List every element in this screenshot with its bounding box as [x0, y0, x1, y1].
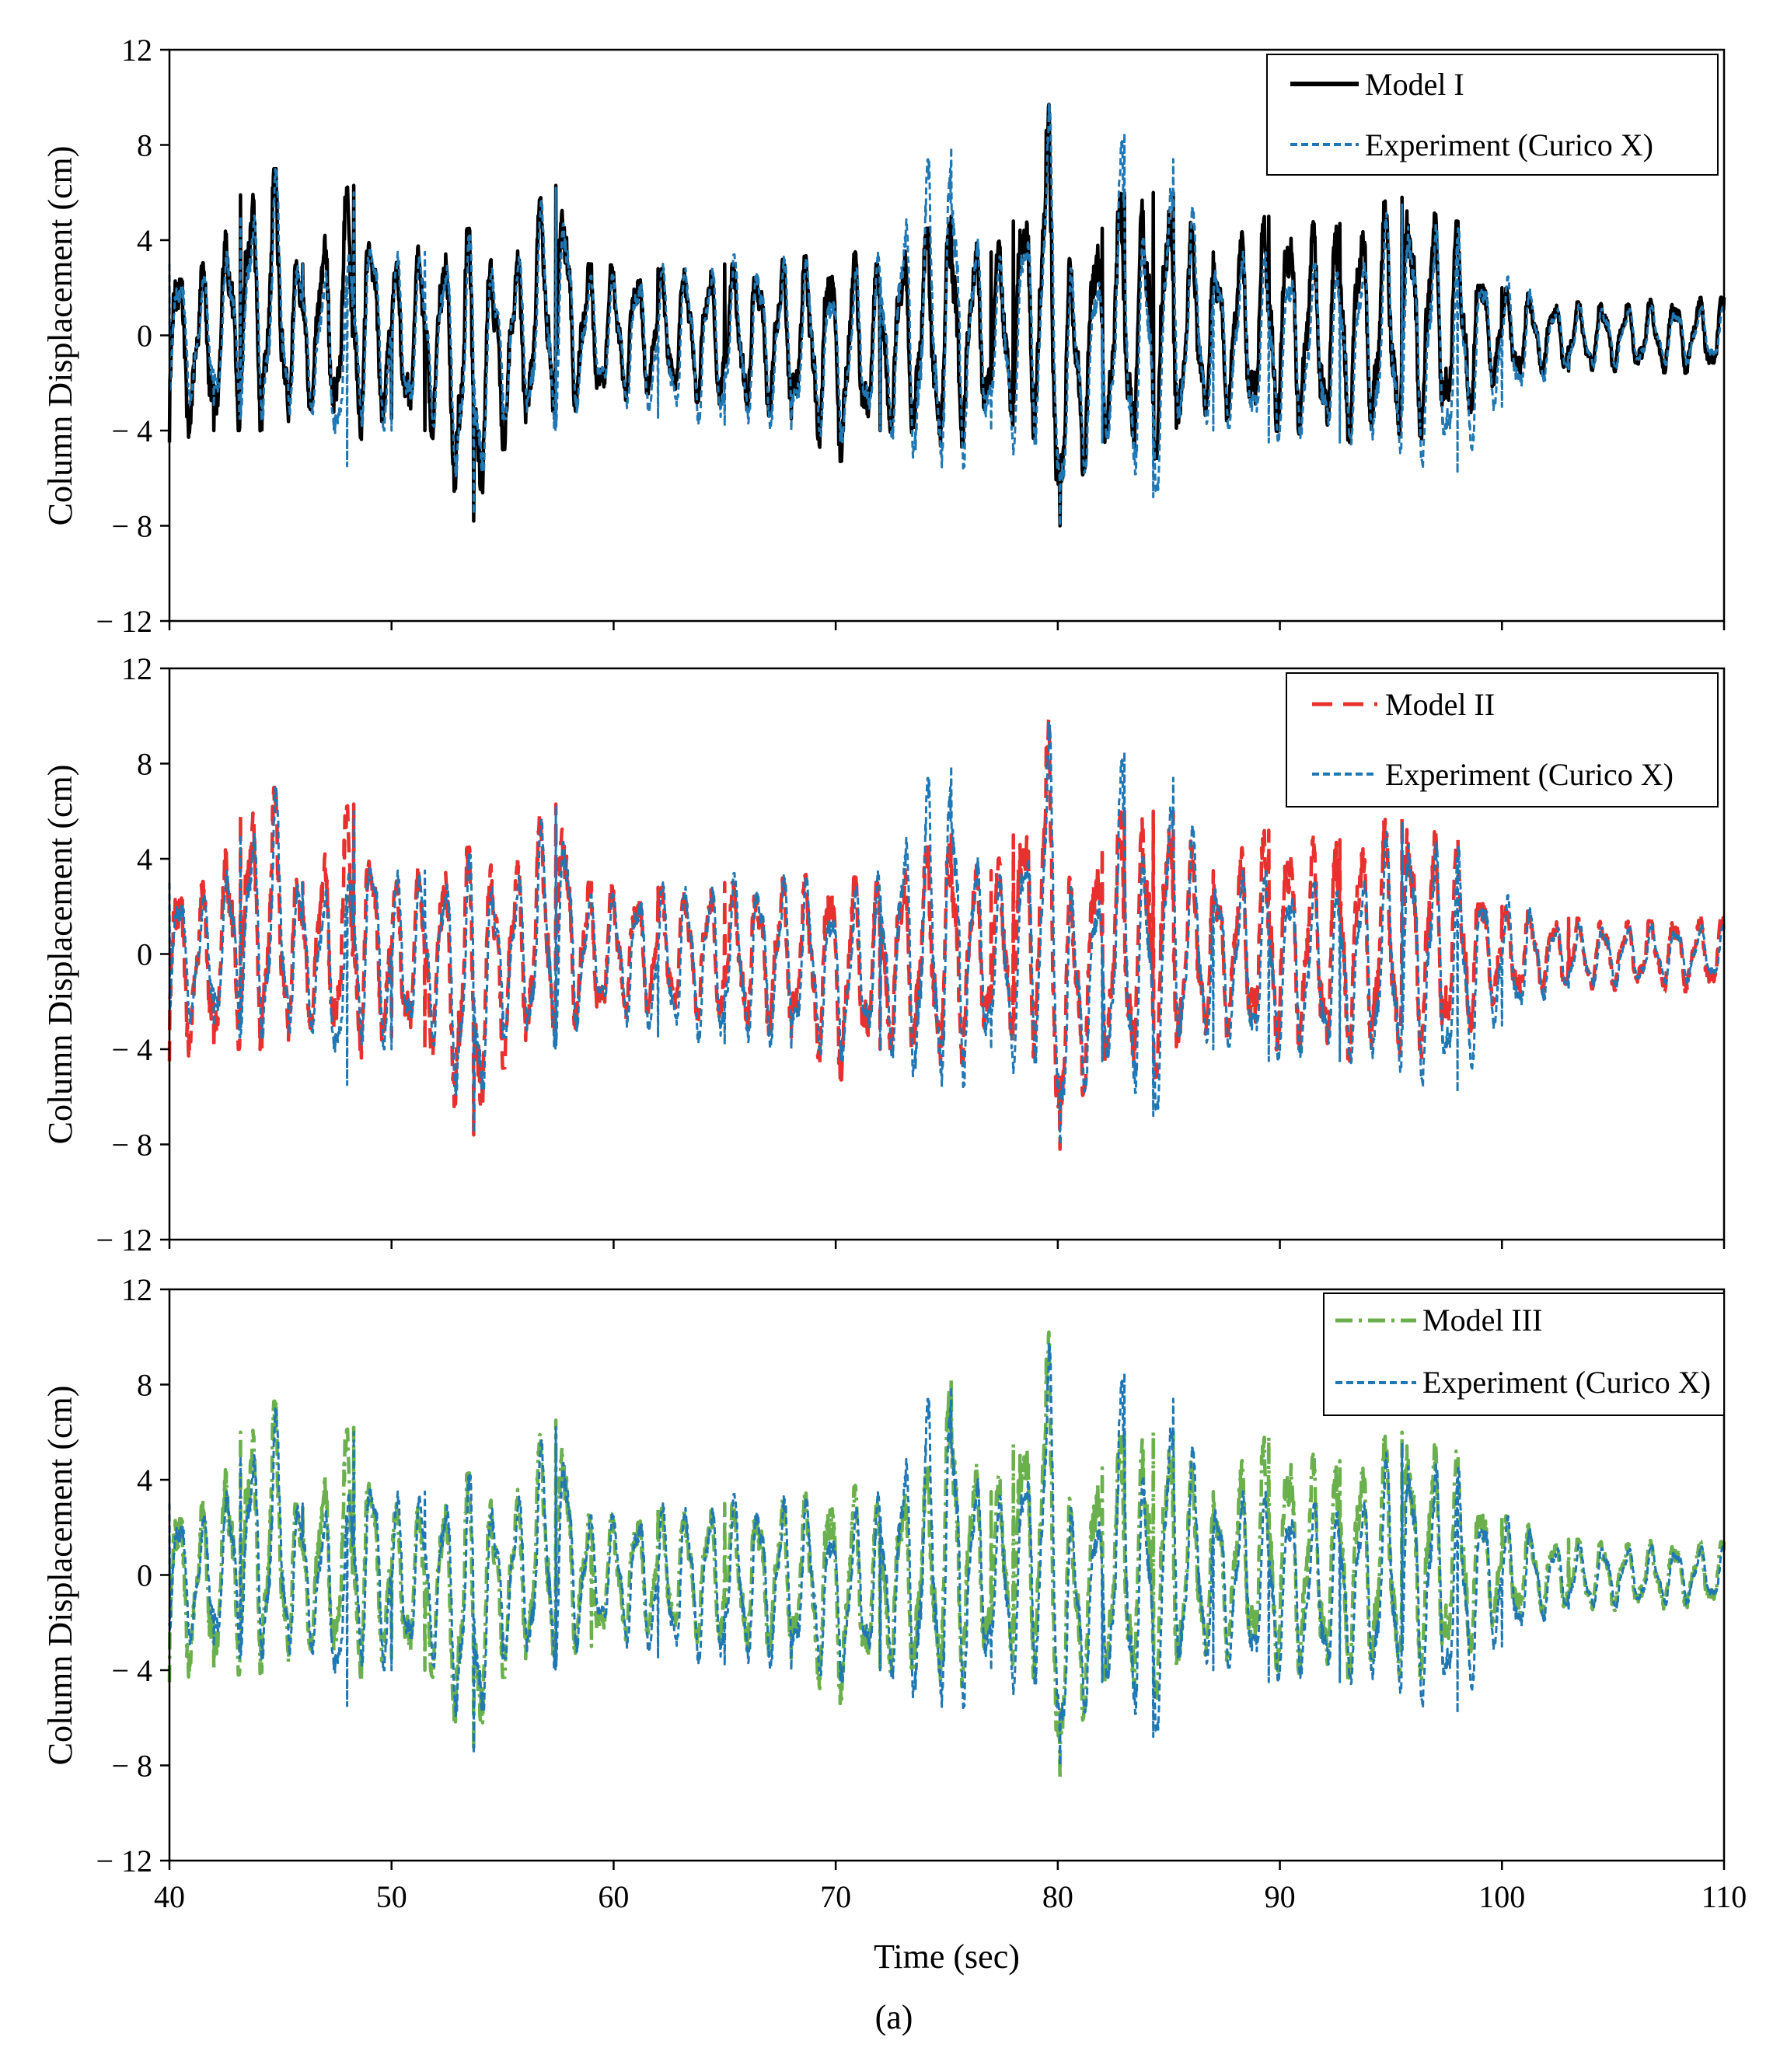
- legend-box: [1266, 54, 1719, 176]
- panel-1-y-axis-title: Column Displacement (cm): [41, 146, 79, 526]
- legend-label-model-2: Model II: [1385, 687, 1495, 722]
- x-tick-label: 90: [1265, 1879, 1296, 1914]
- legend-label-experiment: Experiment (Curico X): [1365, 127, 1653, 162]
- x-tick-label: 40: [154, 1879, 185, 1914]
- y-tick-label: 12: [121, 651, 152, 686]
- panel-2-axes: 12 8 4 0 − 4 − 8 − 12: [96, 651, 1726, 1258]
- y-tick-label: − 4: [111, 413, 152, 448]
- x-tick-label: 100: [1478, 1879, 1525, 1914]
- panel-2-y-axis-title: Column Displacement (cm): [41, 765, 79, 1145]
- series-line-experiment: [168, 721, 1726, 1146]
- series-line-experiment: [168, 1342, 1726, 1767]
- legend-label-experiment: Experiment (Curico X): [1422, 1365, 1711, 1400]
- panel-model-1: 12 8 4 0 − 4 − 8 − 12 Column Displacement (cm)…: [41, 33, 1726, 639]
- y-tick-label: 8: [137, 1368, 152, 1403]
- series-line-model: [167, 1330, 1726, 1782]
- series-line-experiment: [168, 103, 1726, 527]
- x-tick-label: 80: [1042, 1879, 1073, 1914]
- legend-label-model-3: Model III: [1422, 1303, 1542, 1338]
- y-tick-label: − 4: [111, 1032, 152, 1067]
- y-tick-label: − 8: [111, 1128, 152, 1163]
- y-tick-label: 4: [137, 1463, 152, 1498]
- x-axis-title: Time (sec): [874, 1938, 1020, 1976]
- panel-3-y-axis-title: Column Displacement (cm): [41, 1386, 79, 1766]
- y-tick-label: 12: [121, 1272, 152, 1307]
- y-tick-label: 8: [137, 747, 152, 782]
- panel-1-legend: Model I Experiment (Curico X): [1266, 54, 1719, 176]
- legend-box: [1323, 1292, 1725, 1416]
- legend-box: [1286, 672, 1719, 808]
- panel-1-lines: [167, 103, 1726, 528]
- y-tick-label: 4: [137, 842, 152, 877]
- figure-caption: (a): [875, 1998, 913, 2036]
- legend-label-model-1: Model I: [1365, 67, 1464, 102]
- y-tick-label: − 4: [111, 1653, 152, 1688]
- panel-2-lines: [167, 717, 1726, 1151]
- y-tick-label: − 12: [96, 1844, 152, 1878]
- panel-1-axes: 12 8 4 0 − 4 − 8 − 12: [96, 33, 1726, 639]
- panel-2-legend: Model II Experiment (Curico X): [1286, 672, 1719, 808]
- y-tick-label: 4: [137, 223, 152, 258]
- x-tick-label: 110: [1701, 1879, 1747, 1914]
- y-tick-label: − 8: [111, 509, 152, 544]
- x-tick-label: 60: [598, 1879, 629, 1914]
- y-tick-label: 0: [137, 937, 152, 972]
- panel-3-lines: [167, 1330, 1726, 1782]
- y-tick-label: 0: [137, 1558, 152, 1593]
- x-tick-label: 70: [820, 1879, 851, 1914]
- y-tick-label: − 8: [111, 1749, 152, 1784]
- y-tick-label: − 12: [96, 1223, 152, 1258]
- y-tick-label: 0: [137, 319, 152, 354]
- y-tick-label: 12: [121, 33, 152, 68]
- legend-label-experiment: Experiment (Curico X): [1385, 757, 1674, 792]
- panel-model-2: 12 8 4 0 − 4 − 8 − 12 Column Displacement (cm)…: [41, 651, 1726, 1258]
- panel-3-legend: Model III Experiment (Curico X): [1323, 1292, 1725, 1416]
- x-tick-label: 50: [376, 1879, 407, 1914]
- y-tick-label: − 12: [96, 604, 152, 639]
- y-tick-label: 8: [137, 128, 152, 163]
